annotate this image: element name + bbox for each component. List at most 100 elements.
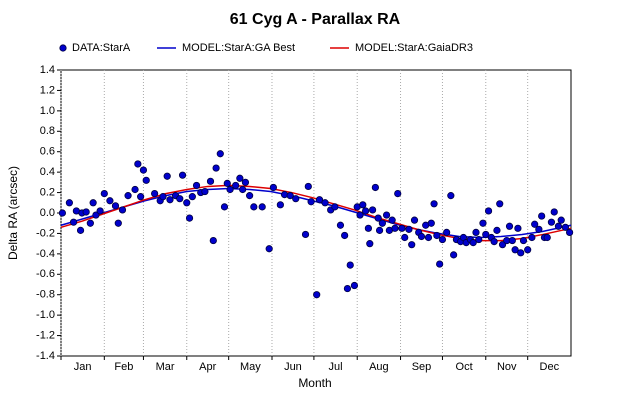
- data-point: [424, 233, 433, 242]
- legend-label: DATA:StarA: [72, 42, 131, 54]
- data-point: [561, 223, 570, 231]
- data-point: [89, 199, 97, 207]
- data-point: [343, 284, 352, 293]
- data-point: [178, 171, 187, 179]
- x-tick-label: Dec: [540, 361, 560, 373]
- data-point: [276, 201, 284, 209]
- x-tick-label: Oct: [456, 361, 473, 373]
- data-point: [490, 238, 498, 246]
- data-point: [142, 176, 150, 184]
- data-point: [331, 203, 339, 211]
- data-point: [286, 192, 294, 200]
- data-point: [307, 198, 315, 206]
- data-point: [557, 216, 565, 224]
- data-point: [166, 196, 174, 204]
- data-point: [131, 185, 139, 194]
- x-tick-label: Feb: [114, 361, 133, 373]
- data-point: [206, 177, 215, 185]
- data-point: [183, 199, 191, 207]
- data-point: [405, 225, 413, 233]
- data-point: [493, 226, 501, 234]
- data-point: [265, 245, 273, 253]
- x-tick-label: Aug: [369, 361, 389, 373]
- data-point: [479, 219, 487, 227]
- data-point: [391, 224, 399, 232]
- data-point: [137, 193, 145, 201]
- x-tick-label: Nov: [497, 361, 517, 373]
- data-point: [496, 200, 504, 208]
- data-point: [223, 179, 231, 187]
- data-point: [76, 226, 85, 234]
- data-point: [543, 233, 551, 242]
- y-tick-label: -1.2: [36, 329, 55, 341]
- data-point: [547, 218, 556, 226]
- data-point: [212, 164, 220, 172]
- x-tick-label: Mar: [156, 361, 175, 373]
- data-point: [438, 235, 447, 244]
- y-tick-label: 0.0: [40, 207, 55, 219]
- data-point: [269, 183, 277, 192]
- data-point: [151, 189, 159, 198]
- data-point: [401, 233, 409, 242]
- data-point: [118, 206, 127, 214]
- data-point: [192, 181, 201, 190]
- data-point: [96, 207, 104, 215]
- data-point: [315, 196, 324, 204]
- data-point: [321, 199, 329, 207]
- data-point: [209, 236, 217, 245]
- y-tick-label: 1.2: [40, 84, 55, 96]
- data-point: [86, 219, 94, 227]
- data-point: [106, 197, 114, 205]
- data-point: [185, 214, 194, 222]
- y-tick-label: -0.8: [36, 289, 55, 301]
- y-tick-label: -0.6: [36, 268, 55, 280]
- data-point: [550, 208, 558, 216]
- data-point: [100, 189, 108, 198]
- data-point: [447, 192, 455, 200]
- data-point: [417, 232, 426, 241]
- y-tick-label: 0.8: [40, 125, 55, 137]
- data-point: [250, 203, 258, 211]
- data-point: [511, 246, 519, 254]
- data-point: [239, 185, 247, 194]
- data-point: [408, 241, 416, 249]
- data-point: [443, 228, 451, 237]
- data-point: [114, 219, 122, 227]
- data-point: [375, 226, 384, 234]
- data-point: [469, 239, 477, 247]
- data-point: [472, 228, 480, 237]
- y-axis-label: Delta RA (arcsec): [6, 166, 20, 260]
- data-point: [292, 195, 300, 203]
- data-point: [176, 195, 184, 203]
- data-point: [528, 233, 536, 242]
- data-point: [362, 207, 370, 215]
- data-point: [538, 212, 546, 220]
- data-point: [482, 230, 490, 239]
- data-point: [368, 206, 377, 214]
- data-point: [566, 228, 574, 237]
- data-point: [69, 218, 78, 226]
- data-point: [241, 178, 250, 186]
- y-tick-label: -1.0: [36, 309, 55, 321]
- data-point: [359, 201, 367, 209]
- data-point: [301, 230, 310, 239]
- x-axis-label: Month: [298, 376, 331, 390]
- x-tick-label: Jun: [284, 361, 302, 373]
- x-tick-label: Jan: [74, 361, 92, 373]
- data-point: [134, 160, 142, 168]
- data-point: [364, 224, 372, 232]
- data-point: [366, 240, 374, 248]
- data-point: [519, 236, 528, 245]
- data-point: [374, 214, 382, 222]
- data-point: [517, 249, 525, 257]
- y-tick-label: 1.0: [40, 105, 55, 117]
- data-point: [201, 187, 209, 196]
- data-point: [450, 251, 458, 259]
- data-point: [350, 281, 359, 290]
- data-point: [220, 203, 229, 211]
- data-point: [554, 222, 563, 230]
- data-point: [226, 185, 234, 194]
- data-point: [232, 181, 240, 190]
- data-point: [505, 222, 514, 230]
